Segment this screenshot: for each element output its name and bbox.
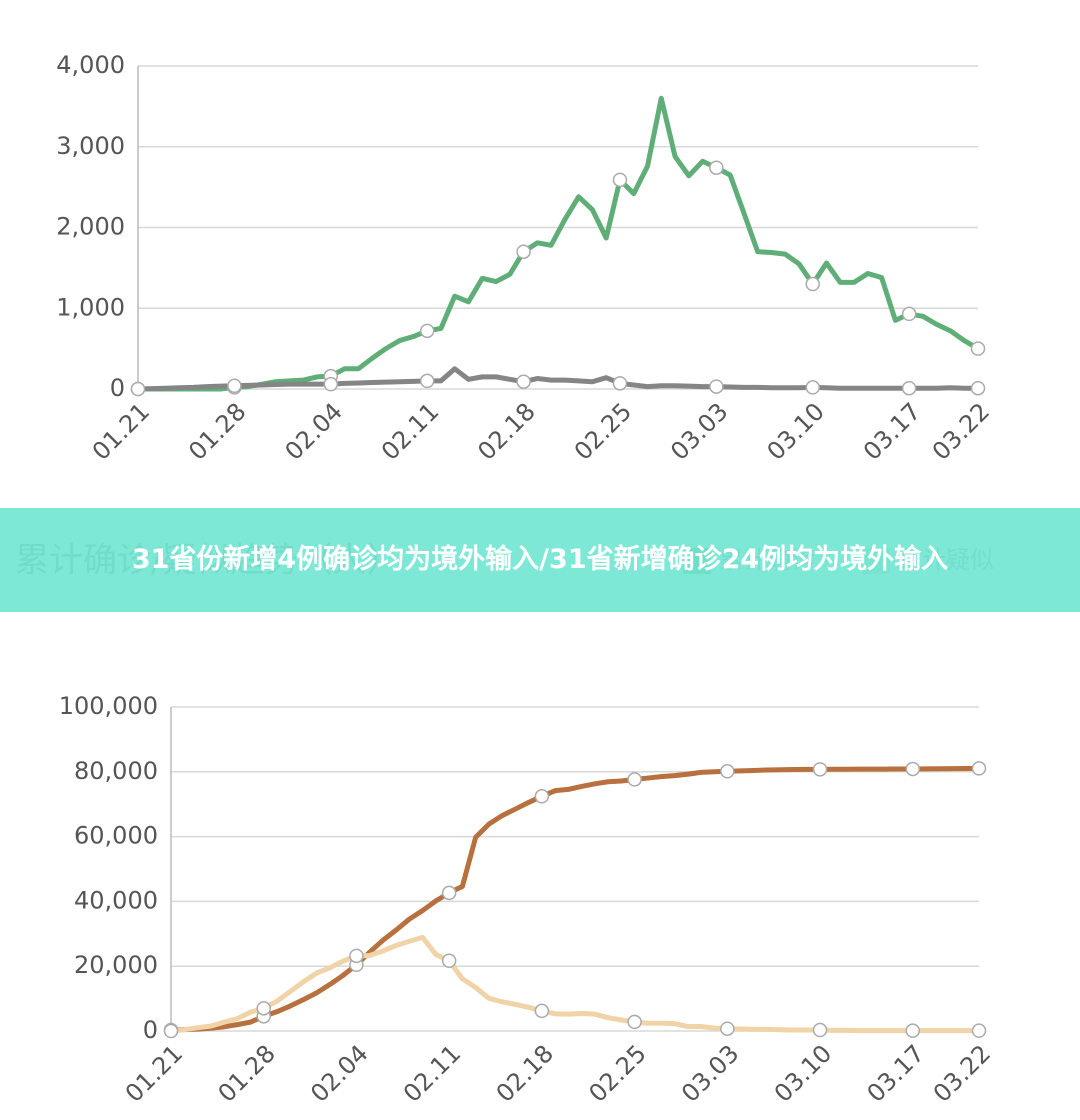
point-marker <box>534 789 550 804</box>
x-tick-label: 03.03 <box>676 1039 744 1107</box>
x-tick-label: 03.22 <box>928 1039 996 1107</box>
x-tick-label: 02.25 <box>569 397 637 465</box>
series-line <box>170 765 980 1033</box>
point-marker <box>905 761 921 777</box>
x-tick-label: 01.21 <box>120 1039 188 1107</box>
x-tick-label: 02.04 <box>280 397 348 465</box>
y-tick-label: 2,000 <box>56 213 125 241</box>
x-tick-label: 02.18 <box>491 1039 559 1107</box>
point-marker <box>441 953 457 968</box>
point-marker <box>516 244 531 259</box>
point-marker <box>516 374 531 389</box>
point-marker <box>534 1003 550 1019</box>
point-marker <box>805 380 821 395</box>
y-tick-label: 40,000 <box>74 886 158 914</box>
x-tick-label: 03.17 <box>862 1039 930 1107</box>
x-tick-label: 01.28 <box>183 397 251 465</box>
y-tick-label: 4,000 <box>56 51 125 79</box>
x-tick-label: 03.22 <box>927 397 995 465</box>
x-tick-label: 02.04 <box>305 1039 373 1107</box>
series-line <box>137 366 978 392</box>
point-marker <box>227 378 242 394</box>
y-tick-label: 80,000 <box>74 757 158 785</box>
point-marker <box>256 1001 271 1016</box>
x-tick-label: 01.21 <box>87 397 155 465</box>
x-tick-label: 02.18 <box>472 397 540 465</box>
point-marker <box>612 172 628 188</box>
point-marker <box>627 772 642 787</box>
point-marker <box>720 1021 735 1036</box>
x-tick-label: 02.11 <box>376 397 444 465</box>
x-tick-label: 03.17 <box>858 397 926 465</box>
point-marker <box>441 885 457 901</box>
series-line <box>170 934 979 1034</box>
point-marker <box>812 762 828 777</box>
y-tick-label: 20,000 <box>74 951 158 979</box>
point-marker <box>805 276 821 292</box>
x-tick-label: 02.11 <box>398 1039 466 1107</box>
point-marker <box>971 761 987 776</box>
point-marker <box>905 1023 921 1038</box>
point-marker <box>612 376 628 391</box>
point-marker <box>349 948 364 964</box>
point-marker <box>163 1023 179 1039</box>
x-tick-label: 02.25 <box>583 1039 651 1107</box>
x-tick-label: 01.28 <box>213 1039 281 1107</box>
point-marker <box>812 1022 828 1038</box>
point-marker <box>419 373 435 389</box>
y-tick-label: 0 <box>110 374 125 402</box>
point-marker <box>709 160 724 175</box>
point-marker <box>720 764 735 779</box>
point-marker <box>627 1014 642 1030</box>
y-tick-label: 60,000 <box>74 822 158 850</box>
point-marker <box>323 376 339 392</box>
point-marker <box>901 306 917 322</box>
y-tick-label: 1,000 <box>56 293 125 321</box>
point-marker <box>419 323 435 339</box>
point-marker <box>901 380 917 396</box>
series-line <box>138 95 980 392</box>
point-marker <box>970 380 986 396</box>
x-tick-label: 03.10 <box>762 397 830 465</box>
y-tick-label: 3,000 <box>56 132 125 160</box>
y-tick-label: 0 <box>143 1016 158 1044</box>
news-banner: 31省份新增4例确诊均为境外输入/31省新增确诊24例均为境外输入 <box>0 508 1080 612</box>
y-tick-label: 100,000 <box>59 692 158 720</box>
point-marker <box>971 1023 987 1038</box>
point-marker <box>709 379 724 394</box>
x-tick-label: 03.10 <box>769 1039 837 1107</box>
x-tick-label: 03.03 <box>665 397 733 465</box>
point-marker <box>970 341 986 356</box>
point-marker <box>130 381 146 397</box>
